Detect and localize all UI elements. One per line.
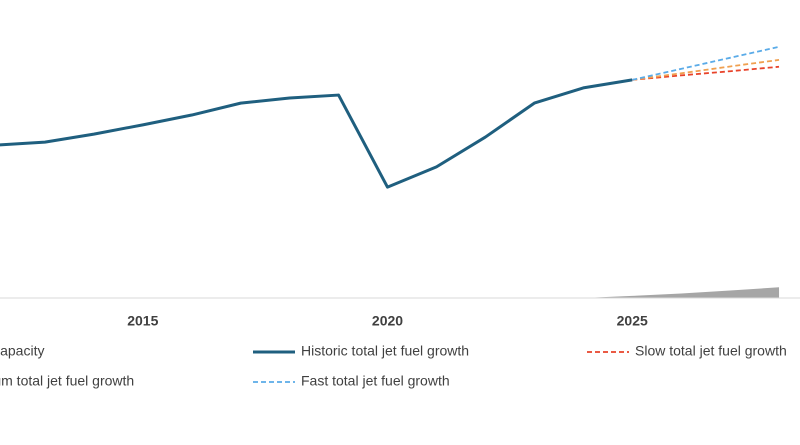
series-line [632,65,780,81]
x-tick-label: 2020 [372,313,403,329]
series-line [0,78,633,189]
legend-label: Capacity [0,343,44,359]
x-tick-label: 2025 [617,313,648,329]
series-line [632,45,780,81]
legend-label: Fast total jet fuel growth [301,373,450,389]
legend-label: Slow total jet fuel growth [635,343,787,359]
series-line [632,59,780,81]
legend-label: Historic total jet fuel growth [301,343,469,359]
x-tick-label: 2015 [127,313,158,329]
legend-label: Medium total jet fuel growth [0,373,134,389]
capacity-area [583,287,780,298]
